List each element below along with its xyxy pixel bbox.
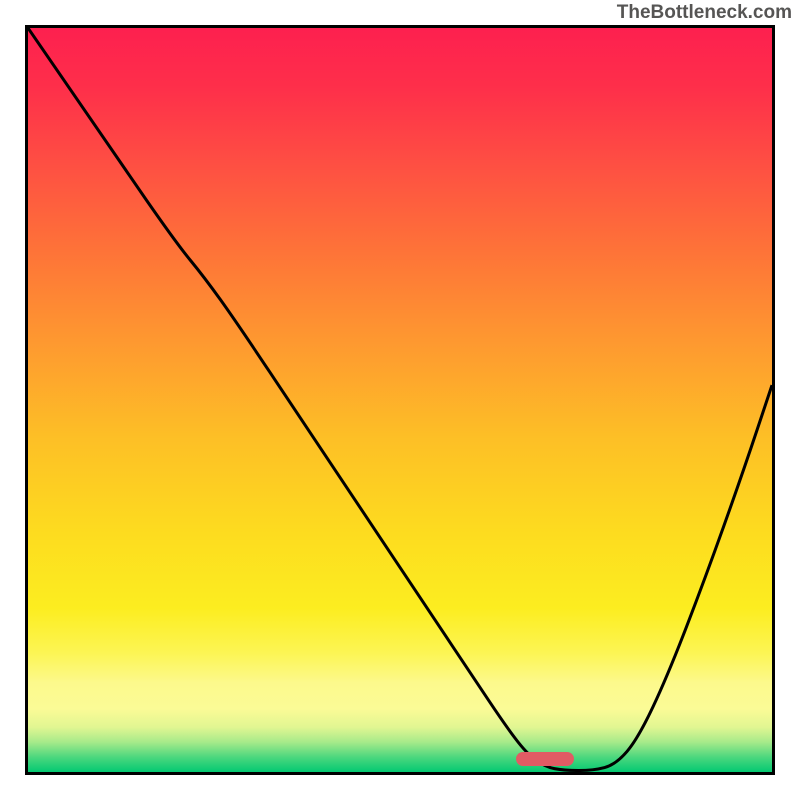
chart-frame — [25, 25, 775, 775]
bottleneck-curve — [28, 28, 772, 772]
optimal-marker — [516, 752, 574, 766]
watermark-text: TheBottleneck.com — [617, 2, 792, 24]
